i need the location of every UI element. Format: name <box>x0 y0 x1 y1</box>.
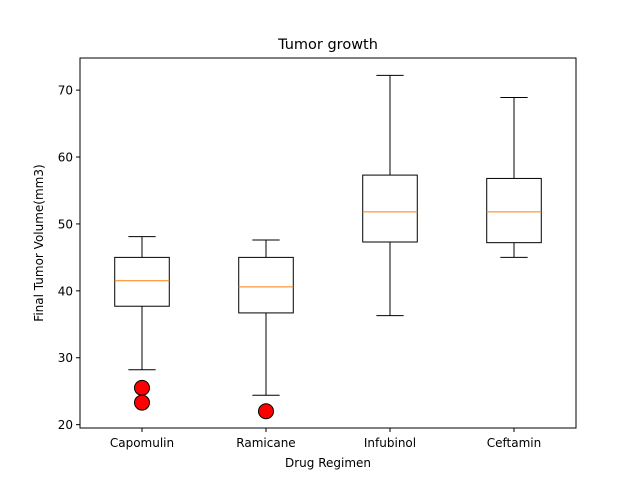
x-tick-label: Capomulin <box>110 436 174 450</box>
box-group-capomulin <box>114 236 170 411</box>
y-tick-label: 70 <box>58 84 73 98</box>
box-group-ramicane <box>238 239 294 420</box>
y-tick-label: 50 <box>58 217 73 231</box>
x-axis-label: Drug Regimen <box>285 456 371 470</box>
box-group-ceftamin <box>486 96 542 258</box>
box-group-infubinol <box>362 74 418 317</box>
outlier-point <box>258 403 274 420</box>
y-tick-label: 30 <box>58 351 73 365</box>
iqr-box <box>486 177 542 244</box>
plot-frame <box>79 57 577 429</box>
iqr-box <box>238 256 294 314</box>
x-tick-label: Infubinol <box>364 436 416 450</box>
x-tick-label: Ceftamin <box>487 436 541 450</box>
chart-title: Tumor growth <box>277 37 378 53</box>
y-tick-label: 60 <box>58 151 73 165</box>
y-tick-label: 40 <box>58 284 73 298</box>
outlier-point <box>134 394 150 411</box>
iqr-box <box>362 174 418 243</box>
y-axis-label: Final Tumor Volume(mm3) <box>32 164 46 321</box>
y-tick-label: 20 <box>58 418 73 432</box>
x-tick-label: Ramicane <box>236 436 295 450</box>
outlier-point <box>134 379 150 396</box>
iqr-box <box>114 256 170 307</box>
